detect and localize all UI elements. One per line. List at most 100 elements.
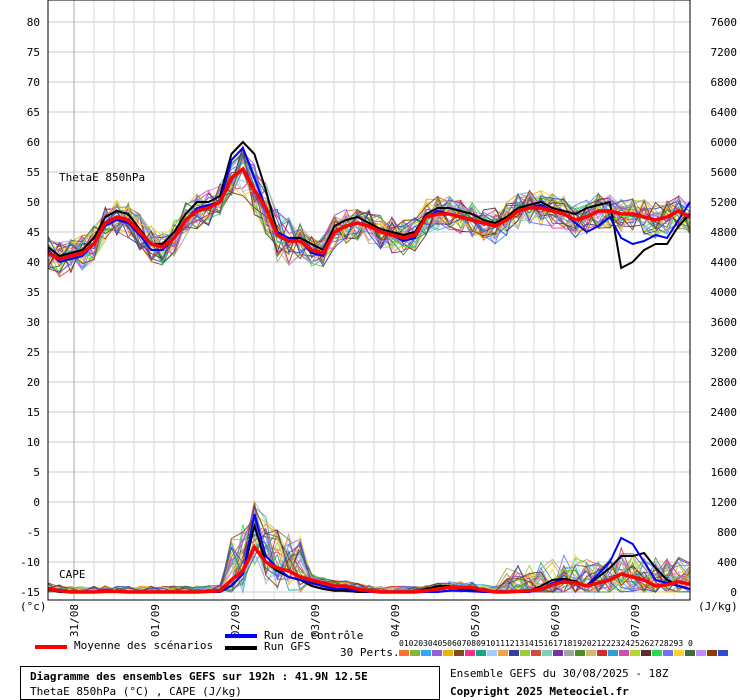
pert-color-swatch bbox=[597, 650, 607, 656]
theta-series-label: ThetaE 850hPa bbox=[59, 171, 145, 184]
right-axis-ticks: 7600720068006400600056005200480044004000… bbox=[711, 16, 738, 599]
right-tick-label: 7600 bbox=[711, 16, 738, 29]
left-tick-label: 25 bbox=[27, 346, 40, 359]
pert-color-swatch bbox=[586, 650, 596, 656]
right-tick-label: 2400 bbox=[711, 406, 738, 419]
pert-color-swatch bbox=[652, 650, 662, 656]
diagram-title: Diagramme des ensembles GEFS sur 192h : … bbox=[30, 670, 368, 683]
x-tick-label: 06/09 bbox=[549, 604, 562, 637]
info-box: Diagramme des ensembles GEFS sur 192h : … bbox=[20, 666, 440, 700]
pert-color-swatch bbox=[685, 650, 695, 656]
right-tick-label: 6000 bbox=[711, 136, 738, 149]
right-tick-label: 0 bbox=[730, 586, 737, 599]
left-tick-label: 50 bbox=[27, 196, 40, 209]
right-tick-label: 5600 bbox=[711, 166, 738, 179]
left-tick-label: -10 bbox=[20, 556, 40, 569]
control-legend-label: Run de contrôle bbox=[264, 629, 364, 642]
cape-series-label: CAPE bbox=[59, 568, 86, 581]
left-tick-label: 40 bbox=[27, 256, 40, 269]
pert-color-swatch bbox=[718, 650, 728, 656]
left-tick-label: 80 bbox=[27, 16, 40, 29]
left-tick-label: -15 bbox=[20, 586, 40, 599]
right-tick-label: 2800 bbox=[711, 376, 738, 389]
main-lines bbox=[47, 140, 691, 594]
gfs-swatch bbox=[225, 646, 257, 650]
pert-color-swatch bbox=[443, 650, 453, 656]
left-tick-label: -5 bbox=[27, 526, 40, 539]
pert-color-swatch bbox=[674, 650, 684, 656]
left-tick-label: 55 bbox=[27, 166, 40, 179]
pert-color-swatch bbox=[608, 650, 618, 656]
theta-pert-line bbox=[47, 153, 691, 268]
cape-pert-line bbox=[47, 518, 691, 593]
right-tick-label: 1600 bbox=[711, 466, 738, 479]
x-tick-label: 04/09 bbox=[389, 604, 402, 637]
left-tick-label: 0 bbox=[33, 496, 40, 509]
left-tick-label: 5 bbox=[33, 466, 40, 479]
copyright: Copyright 2025 Meteociel.fr bbox=[450, 685, 629, 698]
pert-color-swatch bbox=[630, 650, 640, 656]
left-tick-label: 10 bbox=[27, 436, 40, 449]
gfs-legend-label: Run GFS bbox=[264, 640, 311, 653]
left-tick-label: 35 bbox=[27, 286, 40, 299]
left-unit-label: (°c) bbox=[20, 600, 47, 613]
right-tick-label: 3600 bbox=[711, 316, 738, 329]
pert-color-swatch bbox=[641, 650, 651, 656]
pert-color-swatch bbox=[696, 650, 706, 656]
right-unit-label: (J/kg) bbox=[698, 600, 738, 613]
grid-lines bbox=[48, 0, 690, 600]
pert-color-swatch bbox=[421, 650, 431, 656]
x-tick-label: 07/09 bbox=[629, 604, 642, 637]
mean-swatch bbox=[35, 645, 67, 649]
pert-color-swatch bbox=[553, 650, 563, 656]
right-tick-label: 1200 bbox=[711, 496, 738, 509]
pert-color-swatches bbox=[399, 650, 729, 656]
left-tick-label: 75 bbox=[27, 46, 40, 59]
pert-color-swatch bbox=[564, 650, 574, 656]
left-tick-label: 70 bbox=[27, 76, 40, 89]
left-tick-label: 15 bbox=[27, 406, 40, 419]
right-tick-label: 7200 bbox=[711, 46, 738, 59]
x-tick-label: 03/09 bbox=[309, 604, 322, 637]
diagram-subtitle: ThetaE 850hPa (°C) , CAPE (J/kg) bbox=[30, 685, 242, 698]
ensemble-date: Ensemble GEFS du 30/08/2025 - 18Z bbox=[450, 667, 669, 680]
theta-mean-line bbox=[47, 166, 691, 261]
pert-color-swatch bbox=[619, 650, 629, 656]
pert-color-swatch bbox=[707, 650, 717, 656]
x-tick-label: 31/08 bbox=[68, 604, 81, 637]
pert-color-swatch bbox=[542, 650, 552, 656]
right-tick-label: 6400 bbox=[711, 106, 738, 119]
left-tick-label: 65 bbox=[27, 106, 40, 119]
pert-color-swatch bbox=[498, 650, 508, 656]
pert-color-swatch bbox=[399, 650, 409, 656]
pert-color-swatch bbox=[465, 650, 475, 656]
plot-frame bbox=[47, 0, 691, 601]
pert-color-swatch bbox=[509, 650, 519, 656]
theta-pert-line bbox=[47, 183, 691, 273]
x-tick-label: 05/09 bbox=[469, 604, 482, 637]
left-tick-label: 60 bbox=[27, 136, 40, 149]
pert-color-swatch bbox=[432, 650, 442, 656]
pert-color-swatch bbox=[520, 650, 530, 656]
theta-pert-line bbox=[47, 157, 691, 271]
mean-legend-label: Moyenne des scénarios bbox=[74, 639, 214, 652]
pert-color-swatch bbox=[454, 650, 464, 656]
cape-mean-line bbox=[47, 543, 691, 594]
right-tick-label: 4400 bbox=[711, 256, 738, 269]
right-tick-label: 6800 bbox=[711, 76, 738, 89]
x-tick-label: 02/09 bbox=[229, 604, 242, 637]
pert-color-swatch bbox=[575, 650, 585, 656]
right-tick-label: 4800 bbox=[711, 226, 738, 239]
x-tick-label: 01/09 bbox=[149, 604, 162, 637]
left-tick-label: 20 bbox=[27, 376, 40, 389]
perts-legend-label: 30 Perts. bbox=[340, 646, 400, 659]
pert-color-swatch bbox=[663, 650, 673, 656]
pert-color-swatch bbox=[410, 650, 420, 656]
pert-color-swatch bbox=[476, 650, 486, 656]
right-tick-label: 800 bbox=[717, 526, 737, 539]
theta-pert-line bbox=[47, 162, 691, 274]
right-tick-label: 3200 bbox=[711, 346, 738, 359]
left-tick-label: 45 bbox=[27, 226, 40, 239]
